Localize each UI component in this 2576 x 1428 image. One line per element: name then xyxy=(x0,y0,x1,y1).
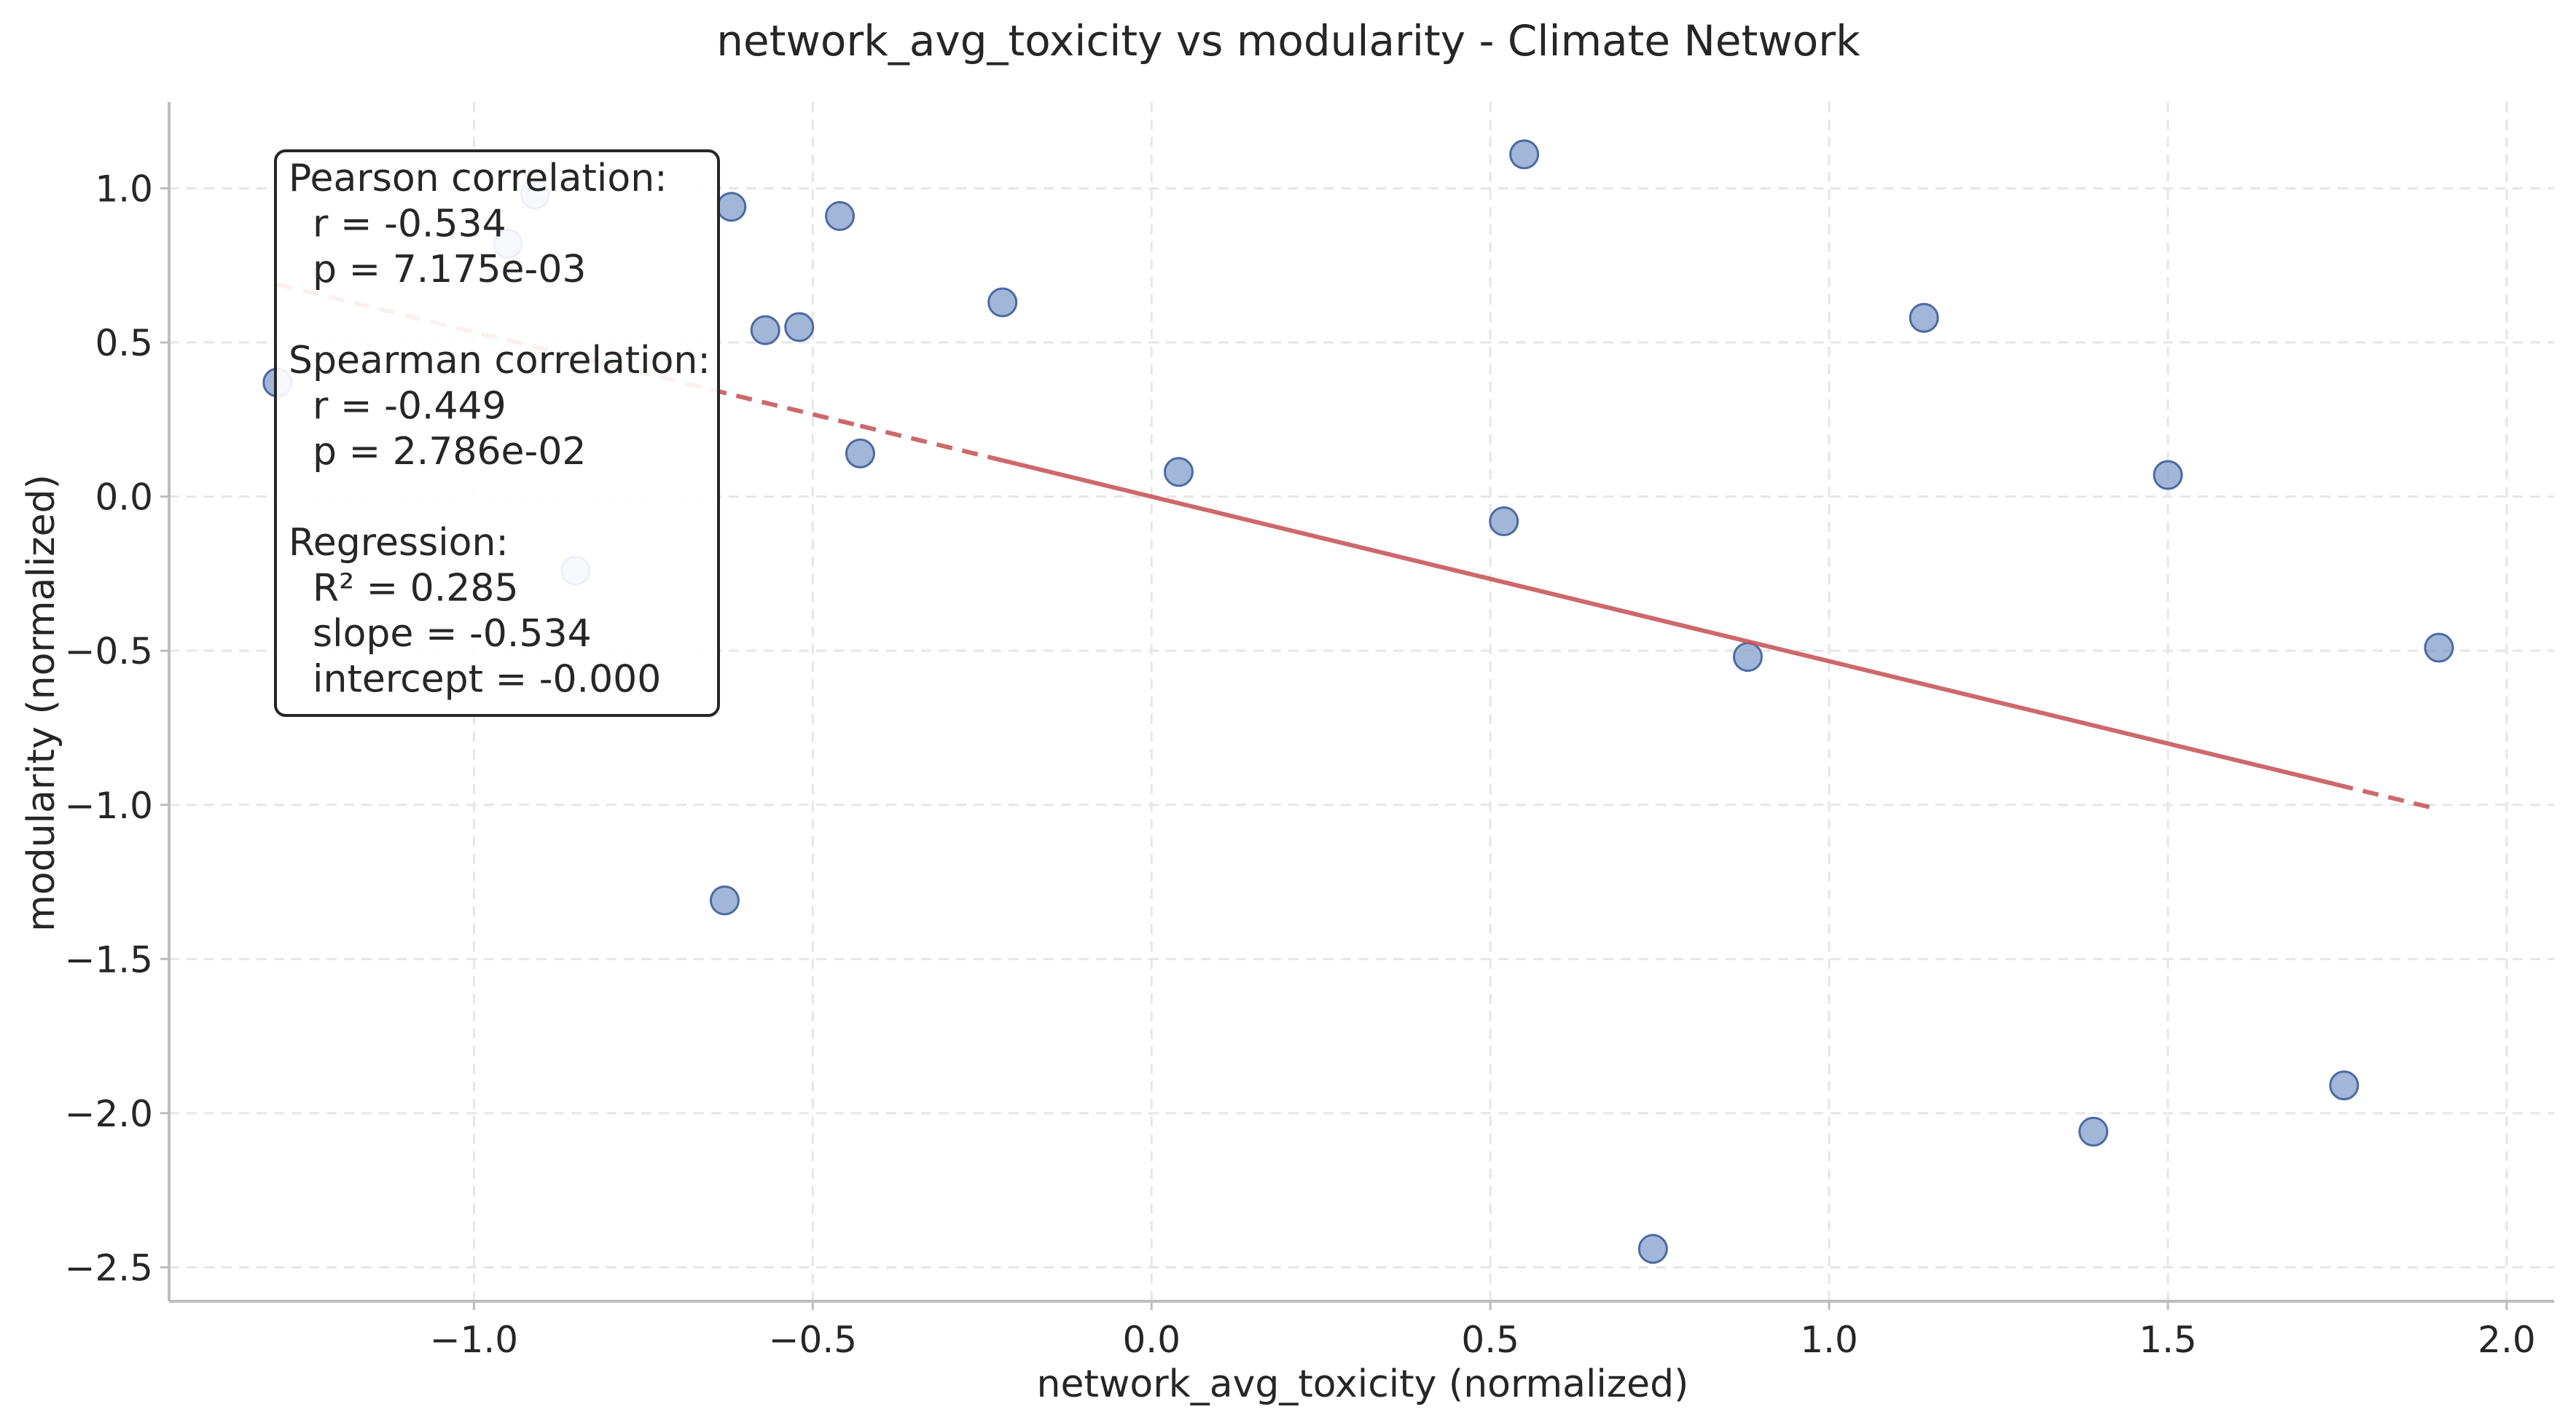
scatter-point xyxy=(2424,632,2454,663)
scatter-point xyxy=(2329,1070,2360,1101)
x-tick-label: 0.0 xyxy=(1122,1319,1181,1361)
x-axis-label: network_avg_toxicity (normalized) xyxy=(1037,1362,1689,1406)
y-tick-label: −2.5 xyxy=(65,1247,153,1289)
scatter-point xyxy=(1733,642,1763,672)
y-tick-label: −1.5 xyxy=(65,938,153,981)
stats-line: r = -0.534 xyxy=(289,203,506,246)
stats-line: Spearman correlation: xyxy=(289,339,710,382)
x-axis-ticks: −1.0 −0.5 0.0 0.5 1.0 1.5 2.0 xyxy=(430,1301,2536,1361)
scatter-point xyxy=(1637,1233,1668,1264)
scatter-point xyxy=(1908,302,1939,333)
stats-box-frame xyxy=(274,149,720,717)
x-tick-label: 1.0 xyxy=(1800,1319,1858,1361)
stats-line: slope = -0.534 xyxy=(289,612,592,656)
x-tick-label: 2.0 xyxy=(2478,1319,2536,1361)
stats-line: R² = 0.285 xyxy=(289,567,519,611)
x-tick-label: −0.5 xyxy=(769,1319,857,1361)
stats-line: p = 7.175e-03 xyxy=(289,248,586,291)
scatter-point xyxy=(825,201,856,232)
x-tick-label: 1.5 xyxy=(2139,1319,2197,1361)
scatter-point xyxy=(2078,1116,2109,1147)
regression-line-segment xyxy=(2336,782,2440,812)
chart-title: network_avg_toxicity vs modularity - Cli… xyxy=(716,16,1860,66)
y-tick-label: −0.5 xyxy=(65,630,153,672)
y-tick-label: −2.0 xyxy=(65,1093,153,1135)
regression-line-segment xyxy=(1001,458,2338,787)
stats-line: r = -0.449 xyxy=(289,385,506,428)
scatter-point xyxy=(1489,506,1519,536)
scatter-point xyxy=(2153,460,2183,490)
stats-line: p = 2.786e-02 xyxy=(289,430,586,474)
scatter-point xyxy=(716,192,747,222)
stats-line: Pearson correlation: xyxy=(289,157,668,200)
y-tick-label: 0.0 xyxy=(95,476,153,519)
y-axis-label: modularity (normalized) xyxy=(20,474,63,932)
stats-box: Pearson correlation: r = -0.534 p = 7.17… xyxy=(274,149,720,717)
scatter-point xyxy=(845,438,875,468)
scatter-point xyxy=(784,312,815,342)
axes-spines xyxy=(168,102,2554,1303)
scatter-point xyxy=(1163,457,1194,487)
y-tick-label: 1.0 xyxy=(95,168,153,210)
y-tick-label: 0.5 xyxy=(95,322,153,364)
x-tick-label: −1.0 xyxy=(430,1319,518,1361)
y-tick-label: −1.0 xyxy=(65,785,153,827)
stats-line: Regression: xyxy=(289,521,509,565)
scatter-point xyxy=(987,287,1018,318)
scatter-point xyxy=(709,885,740,916)
scatter-point xyxy=(750,315,780,345)
x-tick-label: 0.5 xyxy=(1461,1319,1519,1361)
stats-line: intercept = -0.000 xyxy=(289,658,661,702)
y-axis-ticks: 1.0 0.5 0.0 −0.5 −1.0 −1.5 −2.0 −2.5 xyxy=(65,168,169,1289)
regression-line-segment xyxy=(859,423,1003,463)
scatter-point xyxy=(1509,139,1540,170)
grid xyxy=(169,102,2554,1301)
